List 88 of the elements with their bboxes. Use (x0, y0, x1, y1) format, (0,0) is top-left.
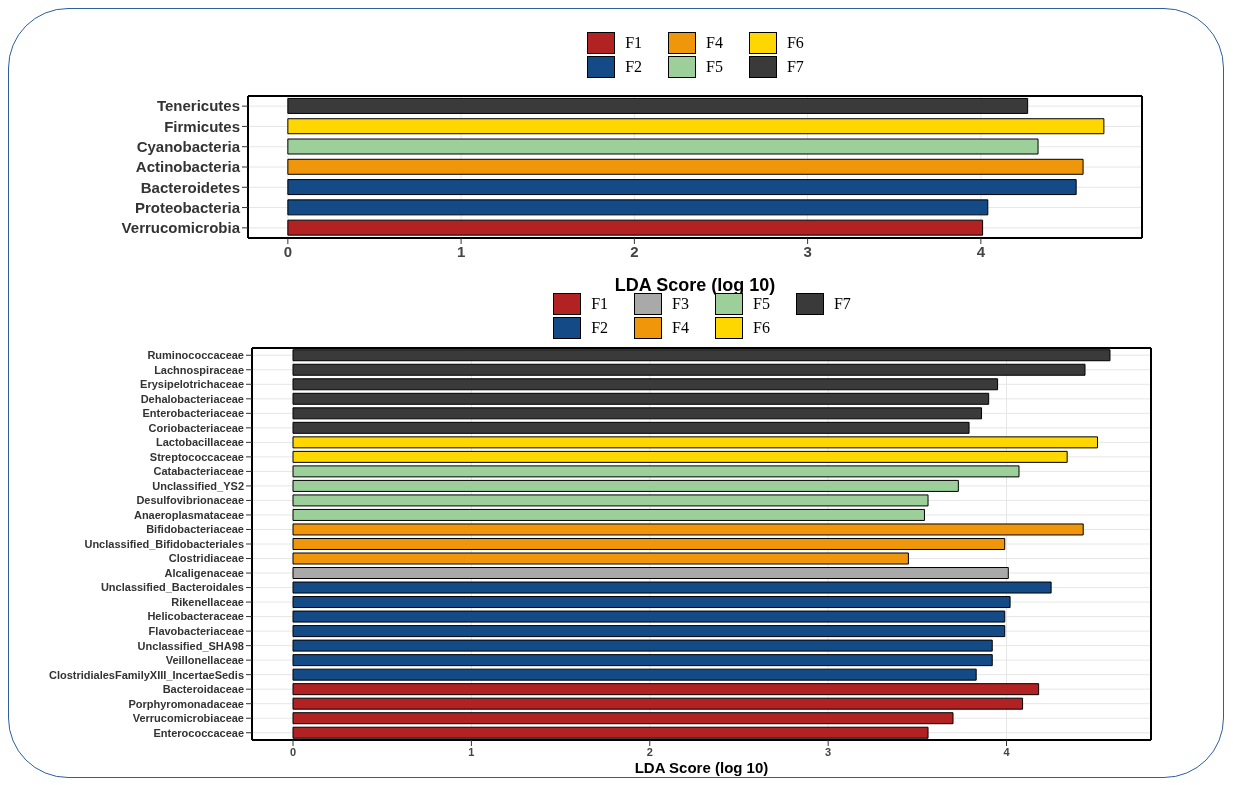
x-tick-label: 0 (283, 242, 293, 260)
bar (292, 697, 1024, 710)
y-tick-label: Porphyromonadaceae (128, 697, 244, 710)
x-tick-label: 2 (630, 242, 639, 260)
bar (292, 625, 1006, 638)
bar (292, 450, 1068, 463)
legend-label: F2 (625, 58, 643, 76)
y-tick-label: Streptococcaceae (149, 450, 244, 463)
bar (292, 537, 1006, 550)
x-axis-title: LDA Score (log 10) (634, 759, 769, 776)
bar (287, 118, 1105, 135)
y-tick-label: Dehalobacteriaceae (140, 392, 244, 405)
bar (292, 436, 1098, 449)
y-tick-label: Rikenellaceae (171, 595, 244, 608)
legend-label: F4 (706, 34, 723, 52)
x-tick-label: 1 (456, 242, 466, 260)
y-tick-label: ClostridialesFamilyXIII_IncertaeSedis (48, 668, 244, 681)
y-tick-label: Tenericutes (156, 97, 240, 115)
y-tick-label: Firmicutes (164, 117, 240, 135)
legend-label: F1 (625, 34, 643, 52)
legend-label: F7 (833, 295, 851, 313)
y-tick-label: Catabacteriaceae (153, 465, 244, 478)
y-tick-label: Veillonellaceae (165, 654, 244, 667)
bar (287, 199, 989, 216)
legend-label: F7 (786, 58, 804, 76)
bar (292, 581, 1052, 594)
legend-label: F6 (786, 34, 804, 52)
bar (292, 508, 925, 521)
x-tick-label: 3 (825, 745, 832, 758)
y-tick-label: Cyanobacteria (136, 138, 241, 156)
bar (292, 494, 929, 507)
y-tick-label: Bacteroidetes (140, 178, 240, 196)
legend-label: F4 (672, 319, 689, 337)
y-tick-label: Unclassified_Bifidobacteriales (84, 537, 244, 550)
y-tick-label: Verrucomicrobia (121, 219, 241, 237)
y-tick-label: Anaeroplasmataceae (133, 508, 244, 521)
bar (292, 639, 993, 652)
bar (292, 654, 993, 667)
legend-label: F3 (672, 295, 689, 313)
y-tick-label: Verrucomicrobiaceae (132, 712, 244, 725)
legend-label: F5 (706, 58, 723, 76)
y-tick-label: Flavobacteriaceae (148, 625, 244, 638)
bar (292, 712, 954, 725)
bar (292, 465, 1020, 478)
bar (292, 552, 909, 565)
y-tick-label: Unclassified_SHA98 (137, 639, 244, 652)
bar (292, 363, 1086, 376)
y-tick-label: Unclassified_Bacteroidales (100, 581, 244, 594)
y-tick-label: Lachnospiraceae (154, 363, 244, 376)
x-tick-label: 4 (976, 242, 986, 260)
y-tick-label: Coriobacteriaceae (148, 421, 244, 434)
y-tick-label: Proteobacteria (134, 198, 241, 216)
y-tick-label: Erysipelotrichaceae (140, 378, 244, 391)
y-tick-label: Bacteroidaceae (162, 683, 244, 696)
bar (292, 523, 1084, 536)
legend-label: F6 (753, 319, 770, 337)
y-tick-label: Actinobacteria (135, 158, 241, 176)
x-tick-label: 0 (289, 745, 297, 758)
bar (292, 610, 1006, 623)
y-tick-label: Enterococcaceae (153, 726, 244, 739)
bar (287, 138, 1039, 155)
legend-label: F1 (591, 295, 609, 313)
bar (292, 596, 1011, 609)
y-tick-label: Unclassified_YS2 (152, 479, 244, 492)
bar (292, 378, 999, 391)
bar (292, 683, 1040, 696)
bar (287, 158, 1084, 175)
bar (292, 407, 983, 420)
x-tick-label: 2 (646, 745, 653, 758)
y-tick-label: Enterobacteriaceae (142, 407, 244, 420)
bar (292, 392, 990, 405)
y-tick-label: Desulfovibrionaceae (136, 494, 244, 507)
y-tick-label: Helicobacteraceae (147, 610, 244, 623)
legend-label: F5 (753, 295, 770, 313)
legend-label: F2 (591, 319, 609, 337)
y-tick-label: Bifidobacteriaceae (146, 523, 244, 536)
x-tick-label: 1 (468, 745, 475, 758)
x-tick-label: 4 (1003, 745, 1011, 758)
bar (292, 567, 1009, 580)
x-tick-label: 3 (803, 242, 812, 260)
bar (292, 479, 959, 492)
y-tick-label: Ruminococcaceae (147, 349, 244, 362)
bar (292, 421, 970, 434)
bar (287, 179, 1077, 196)
y-tick-label: Alcaligenaceae (164, 566, 244, 579)
y-tick-label: Lactobacillaceae (155, 436, 244, 449)
bar (292, 668, 977, 681)
y-tick-label: Clostridiaceae (168, 552, 244, 565)
